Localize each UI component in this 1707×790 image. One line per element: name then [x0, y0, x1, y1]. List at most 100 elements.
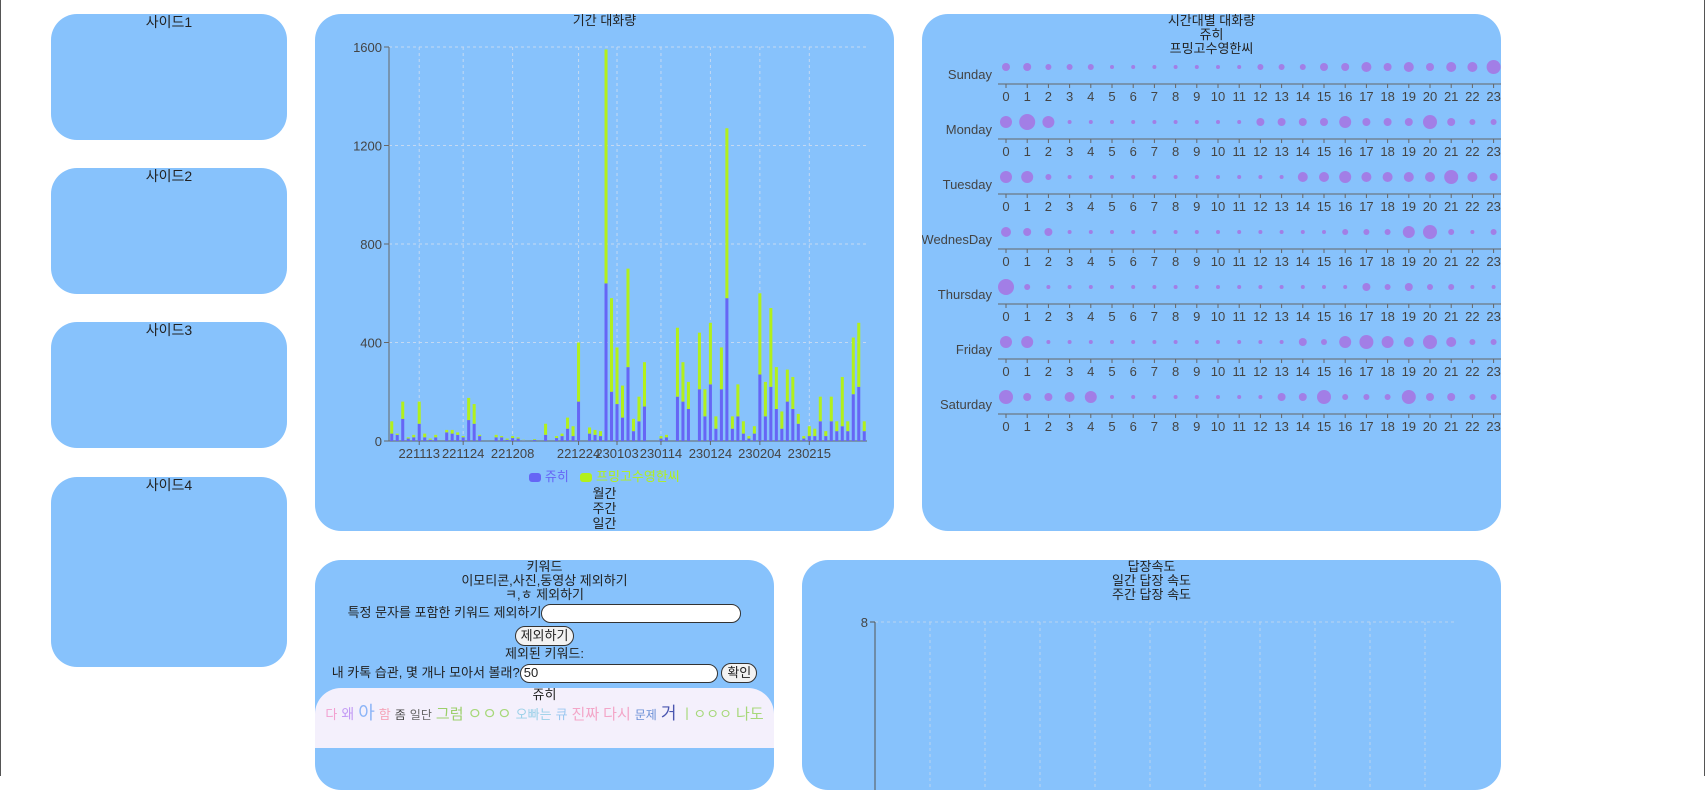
bar-juhi[interactable]	[566, 428, 570, 441]
hour-dot[interactable]	[1300, 230, 1305, 234]
bar-juhi[interactable]	[846, 431, 850, 441]
bar-other[interactable]	[813, 428, 817, 437]
hour-dot[interactable]	[1173, 285, 1178, 289]
exclude-button[interactable]: 제외하기	[514, 625, 575, 646]
hour-dot[interactable]	[1383, 118, 1392, 126]
bar-other[interactable]	[659, 436, 663, 439]
bar-other[interactable]	[423, 433, 427, 438]
hour-dot[interactable]	[1216, 120, 1220, 124]
bar-juhi[interactable]	[472, 423, 476, 441]
hour-dot[interactable]	[1110, 395, 1114, 399]
hour-dot[interactable]	[1216, 340, 1220, 344]
bar-other[interactable]	[796, 413, 800, 424]
hour-dot[interactable]	[1490, 119, 1497, 125]
hour-dot[interactable]	[1237, 285, 1242, 289]
bar-juhi[interactable]	[686, 408, 690, 441]
hour-dot[interactable]	[1258, 340, 1263, 344]
bar-other[interactable]	[571, 426, 575, 437]
hour-dot[interactable]	[1042, 116, 1055, 128]
hour-dot[interactable]	[1110, 175, 1114, 179]
bar-other[interactable]	[681, 362, 685, 402]
bar-other[interactable]	[626, 268, 630, 368]
hour-dot[interactable]	[1299, 64, 1306, 70]
bar-juhi[interactable]	[494, 437, 498, 441]
hour-dot[interactable]	[1152, 340, 1157, 344]
bar-other[interactable]	[862, 421, 866, 432]
bar-juhi[interactable]	[588, 433, 592, 441]
bar-other[interactable]	[461, 436, 465, 438]
keyword-count-input[interactable]: 50	[519, 663, 718, 683]
hour-dot[interactable]	[1384, 284, 1391, 290]
bar-juhi[interactable]	[626, 367, 630, 441]
bar-juhi[interactable]	[697, 389, 701, 441]
hour-dot[interactable]	[1446, 337, 1457, 347]
bar-juhi[interactable]	[719, 389, 723, 441]
hour-dot[interactable]	[1277, 393, 1286, 401]
hour-dot[interactable]	[1088, 175, 1093, 179]
hour-dot[interactable]	[999, 390, 1013, 404]
hour-dot[interactable]	[1361, 62, 1372, 72]
hour-dot[interactable]	[1339, 116, 1352, 128]
hour-dot[interactable]	[1173, 230, 1178, 234]
hour-dot[interactable]	[1258, 395, 1263, 399]
bar-juhi[interactable]	[505, 439, 509, 441]
hour-dot[interactable]	[1426, 63, 1434, 71]
hour-dot[interactable]	[1258, 175, 1263, 179]
bar-other[interactable]	[664, 434, 668, 438]
bar-juhi[interactable]	[406, 438, 410, 441]
hour-dot[interactable]	[1279, 340, 1284, 344]
hour-dot[interactable]	[1194, 395, 1199, 399]
hour-dot[interactable]	[1110, 230, 1114, 234]
bar-other[interactable]	[412, 434, 416, 438]
bar-other[interactable]	[478, 434, 482, 437]
hour-dot[interactable]	[1216, 230, 1220, 234]
hour-dot[interactable]	[1152, 175, 1157, 179]
bar-other[interactable]	[522, 439, 526, 441]
bar-juhi[interactable]	[659, 438, 663, 441]
hour-dot[interactable]	[1173, 340, 1178, 344]
hour-dot[interactable]	[1423, 225, 1437, 239]
bar-other[interactable]	[675, 327, 679, 397]
bar-other[interactable]	[401, 401, 405, 419]
hour-dot[interactable]	[1131, 65, 1136, 69]
bar-other[interactable]	[445, 429, 449, 433]
hour-dot[interactable]	[1258, 285, 1263, 289]
hour-dot[interactable]	[1110, 340, 1114, 344]
bar-juhi[interactable]	[461, 437, 465, 441]
bar-juhi[interactable]	[758, 374, 762, 441]
bar-other[interactable]	[599, 431, 603, 437]
hour-dot[interactable]	[1279, 230, 1284, 234]
hour-dot[interactable]	[1361, 172, 1372, 182]
hour-dot[interactable]	[998, 279, 1014, 295]
hour-dot[interactable]	[1237, 395, 1242, 399]
hour-dot[interactable]	[1067, 175, 1072, 179]
hour-dot[interactable]	[1382, 172, 1393, 182]
hour-dot[interactable]	[1023, 228, 1032, 236]
mode-monthly[interactable]: 월간	[592, 486, 617, 501]
hour-dot[interactable]	[1088, 120, 1093, 124]
hour-dot[interactable]	[1297, 172, 1308, 182]
hour-dot[interactable]	[1110, 120, 1114, 124]
hour-dot[interactable]	[1084, 391, 1097, 403]
bar-juhi[interactable]	[681, 401, 685, 441]
exclude-emoticon-option[interactable]: 이모티콘,사진,동영상 제외하기	[461, 573, 628, 588]
bar-other[interactable]	[615, 347, 619, 405]
hour-dot[interactable]	[1321, 339, 1327, 345]
bar-other[interactable]	[637, 396, 641, 422]
hour-dot[interactable]	[1131, 340, 1136, 344]
legend-item-other[interactable]: 프밍고수영한씨	[580, 469, 680, 484]
hour-dot[interactable]	[1045, 64, 1052, 70]
hour-dot[interactable]	[1401, 390, 1416, 404]
hour-dot[interactable]	[1448, 284, 1455, 290]
hourly-user-2[interactable]: 프밍고수영한씨	[1169, 41, 1254, 56]
bar-other[interactable]	[774, 367, 778, 409]
hour-dot[interactable]	[1045, 174, 1052, 180]
hour-dot[interactable]	[1403, 337, 1414, 347]
bar-other[interactable]	[741, 421, 745, 434]
bar-other[interactable]	[785, 369, 789, 402]
hour-dot[interactable]	[1490, 339, 1497, 345]
hour-dot[interactable]	[1173, 65, 1178, 69]
bar-juhi[interactable]	[395, 434, 399, 441]
hour-dot[interactable]	[1131, 175, 1136, 179]
bar-juhi[interactable]	[730, 428, 734, 441]
